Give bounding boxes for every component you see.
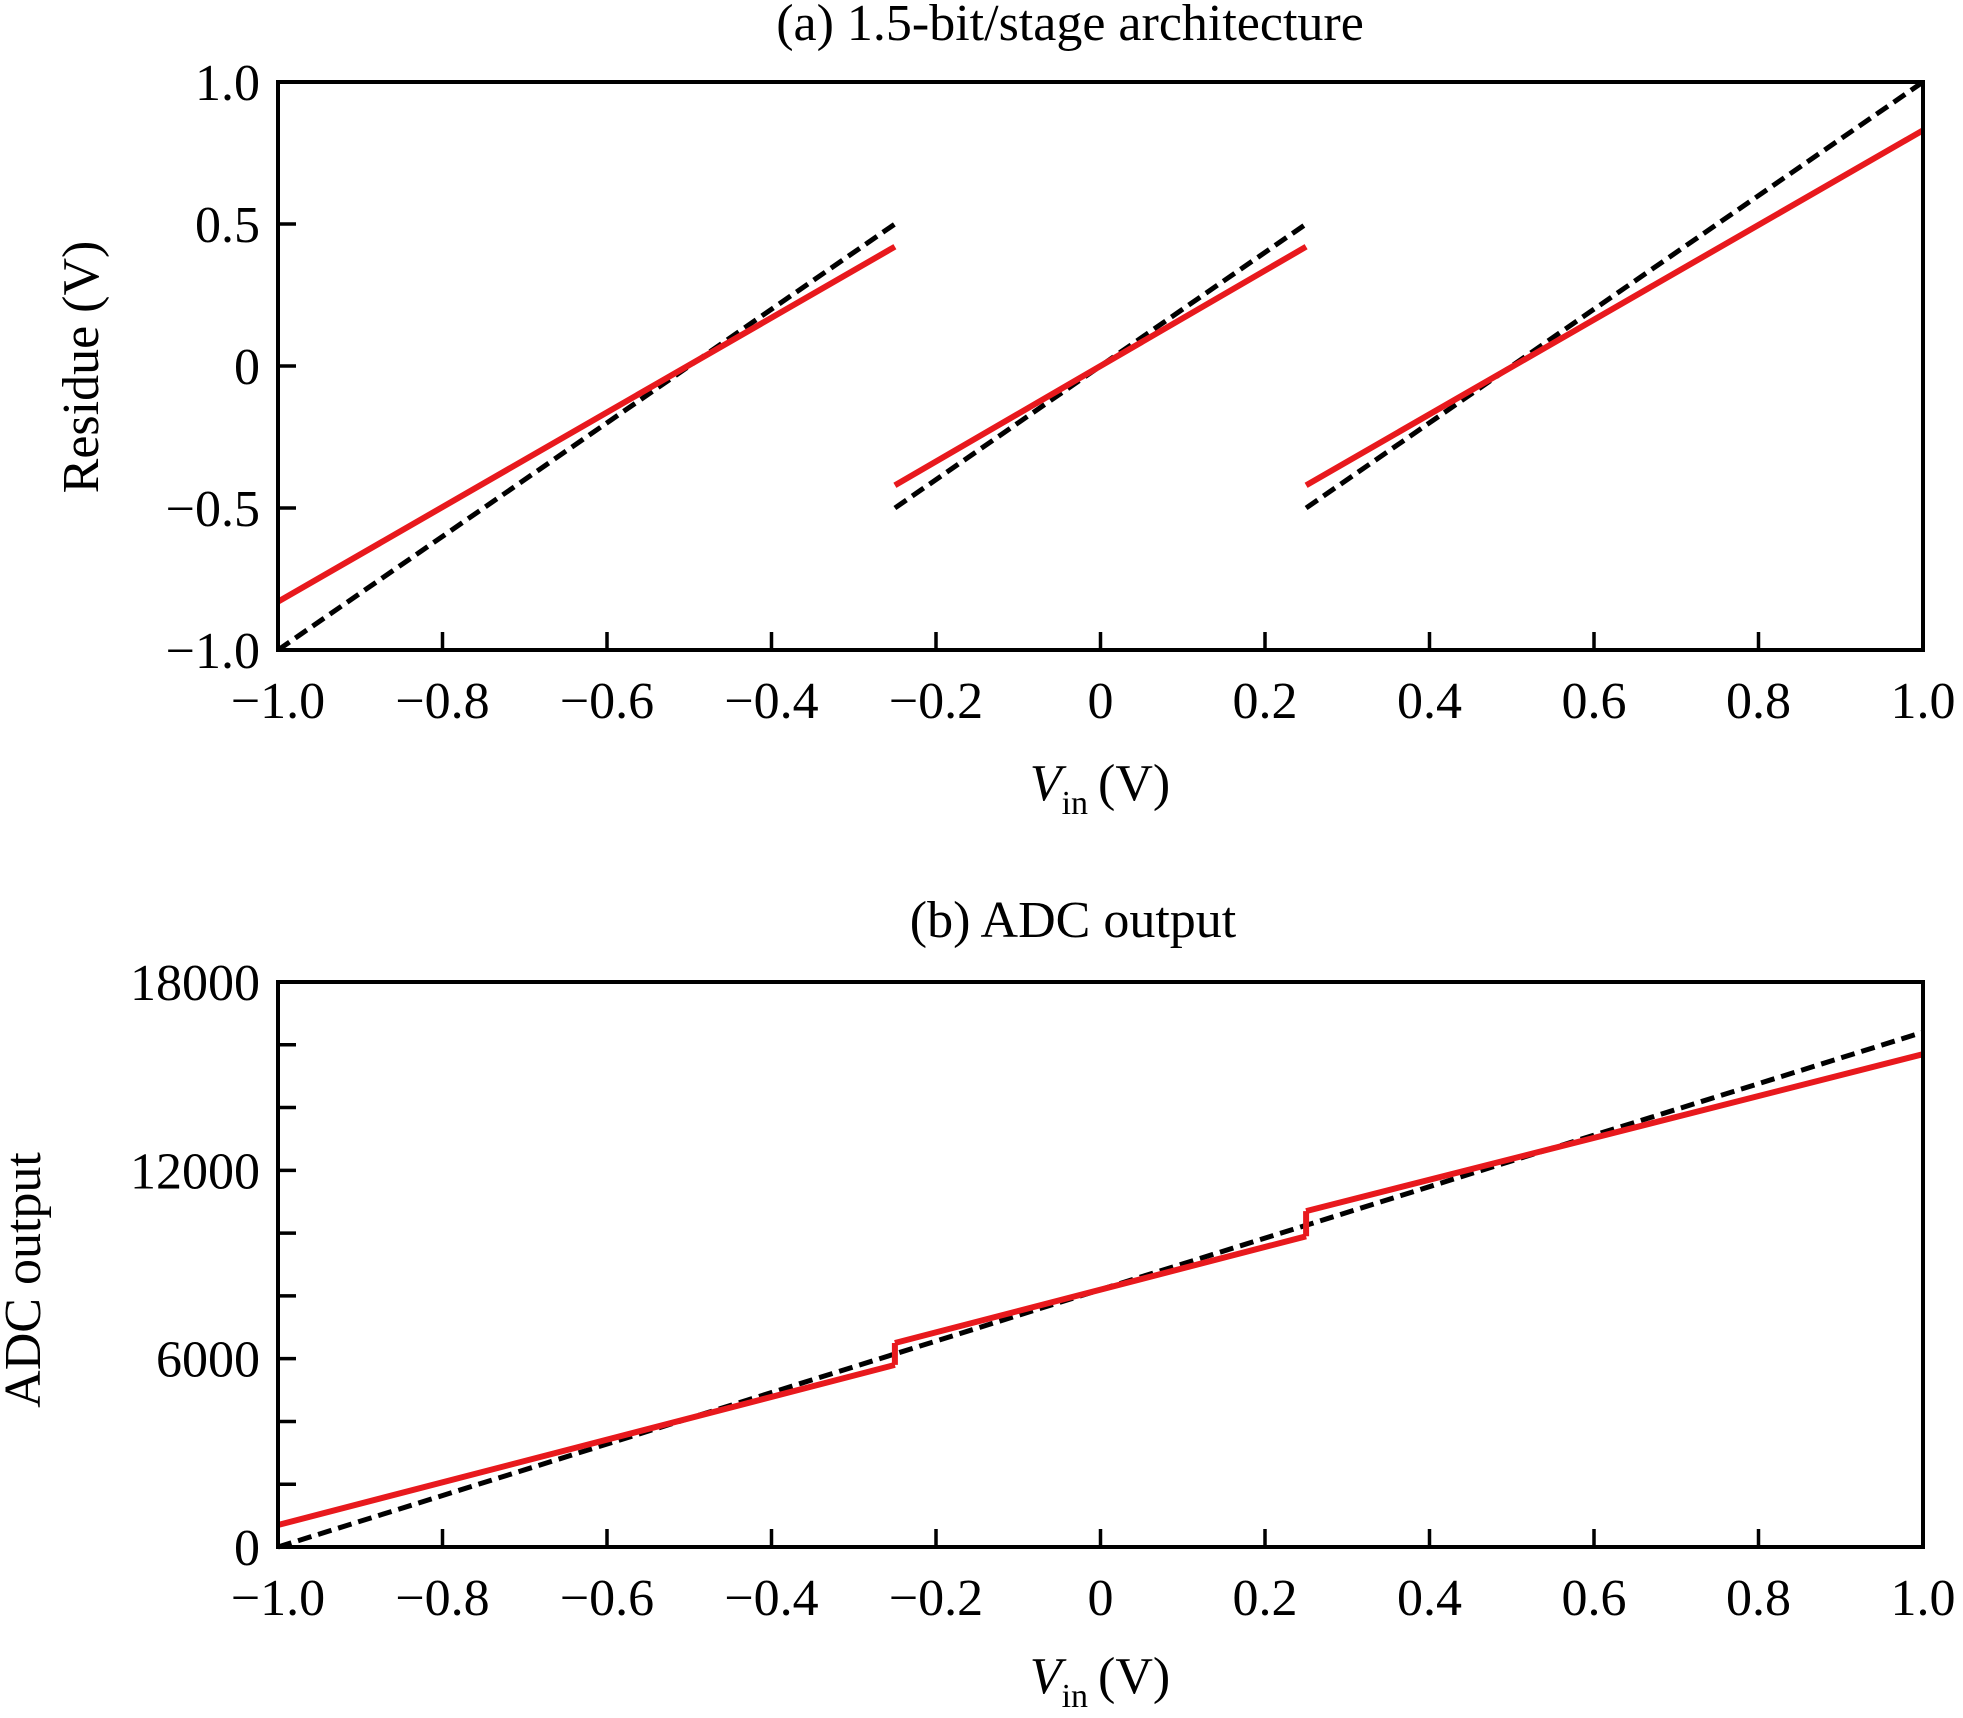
chart-a-xtick-label: −1.0 [231, 673, 325, 730]
chart-b-xtick-label: 1.0 [1891, 1570, 1956, 1627]
chart-b-title: (b) ADC output [910, 892, 1237, 949]
chart-a-xtick-label: −0.4 [724, 673, 818, 730]
chart-b-xtick-label: −1.0 [231, 1570, 325, 1627]
chart-a-y-axis-label: Residue (V) [53, 241, 110, 494]
chart-a-x-axis-label-unit: (V) [1098, 755, 1170, 812]
chart-a-xtick-label: 0.8 [1726, 673, 1791, 730]
chart-b-x-axis-label-unit: (V) [1098, 1648, 1170, 1705]
chart-a-ytick-label: 1.0 [195, 55, 260, 112]
chart-b-x-axis-label-sub: in [1062, 1678, 1088, 1715]
chart-b-y-axis-label: ADC output [0, 1152, 52, 1408]
chart-b-series-solid-line [277, 1051, 1924, 1528]
chart-b-xtick-label: 0.2 [1233, 1570, 1298, 1627]
chart-b-plot-frame [276, 980, 1925, 1549]
chart-a-title: (a) 1.5-bit/stage architecture [776, 0, 1364, 52]
chart-a-xtick-label: −0.6 [560, 673, 654, 730]
chart-b-ytick-label: 12000 [130, 1143, 260, 1200]
chart-b-xtick-label: 0 [1088, 1570, 1114, 1627]
chart-b-xtick-label: 0.4 [1397, 1570, 1462, 1627]
panel-b-adc-chart: (b) ADC output ADC output −1.0 −0.8 −0.6 −0… [0, 892, 1956, 1715]
chart-a-xtick-label: 0.6 [1562, 673, 1627, 730]
chart-b-xtick-label: −0.4 [724, 1570, 818, 1627]
chart-b-series [277, 1029, 1924, 1550]
chart-b-xtick-label: 0.6 [1562, 1570, 1627, 1627]
chart-a-xtick-label: 0.2 [1233, 673, 1298, 730]
chart-b-xtick-label: −0.6 [560, 1570, 654, 1627]
chart-b-ytick-label: 6000 [156, 1332, 260, 1389]
chart-a-xtick-label: 0 [1088, 673, 1114, 730]
chart-b-x-axis-label: Vin (V) [1030, 1648, 1170, 1715]
chart-b-x-ticks: −1.0 −0.8 −0.6 −0.4 −0.2 0 0.2 0.4 0.6 0.8 1.0 [231, 1529, 1956, 1627]
chart-b-ytick-label: 0 [234, 1520, 260, 1577]
chart-b-x-axis-label-main: V [1030, 1648, 1067, 1705]
panel-a-residue-chart: (a) 1.5-bit/stage architecture Residue (… [53, 0, 1956, 822]
chart-a-xtick-label: 1.0 [1891, 673, 1956, 730]
chart-a-series [276, 79, 1925, 653]
chart-b-ytick-label: 18000 [130, 955, 260, 1012]
chart-a-ytick-label: 0.5 [195, 197, 260, 254]
chart-b-y-ticks: 0 6000 12000 18000 [130, 955, 296, 1577]
chart-a-x-axis-label: Vin (V) [1030, 755, 1170, 822]
chart-a-x-axis-label-sub: in [1062, 785, 1088, 822]
chart-a-ytick-label: −0.5 [166, 481, 260, 538]
chart-a-x-ticks: −1.0 −0.8 −0.6 −0.4 −0.2 0 0.2 0.4 0.6 0.8 1.0 [231, 632, 1956, 730]
chart-a-xtick-label: −0.8 [395, 673, 489, 730]
chart-a-plot-frame [276, 80, 1925, 652]
chart-a-series-solid-line [276, 127, 1925, 605]
chart-b-xtick-label: 0.8 [1726, 1570, 1791, 1627]
chart-a-y-ticks: −1.0 −0.5 0 0.5 1.0 [166, 55, 296, 680]
chart-a-x-axis-label-main: V [1030, 755, 1067, 812]
chart-a-xtick-label: −0.2 [889, 673, 983, 730]
chart-a-ytick-label: −1.0 [166, 623, 260, 680]
chart-b-xtick-label: −0.2 [889, 1570, 983, 1627]
chart-b-xtick-label: −0.8 [395, 1570, 489, 1627]
chart-a-xtick-label: 0.4 [1397, 673, 1462, 730]
chart-a-ytick-label: 0 [234, 339, 260, 396]
